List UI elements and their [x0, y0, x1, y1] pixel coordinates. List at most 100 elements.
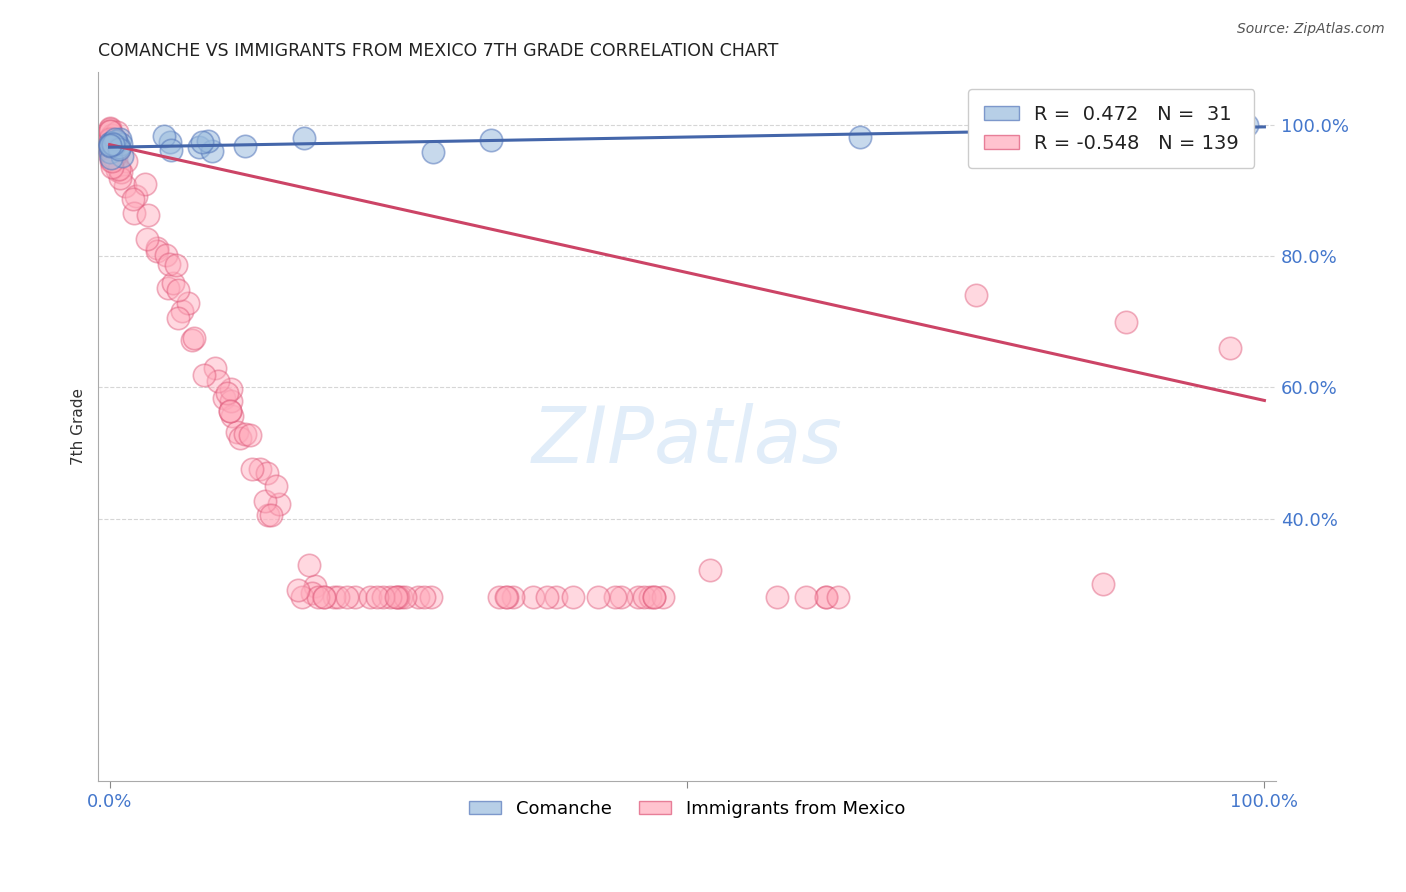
Point [292, 130, 315, 145]
Point [165, 258, 187, 272]
Point [100, 131, 122, 145]
Point [633, 591, 655, 605]
Point [100, 138, 122, 153]
Point [219, 403, 242, 417]
Point [1219, 341, 1241, 355]
Point [101, 136, 124, 151]
Point [253, 494, 276, 508]
Point [627, 591, 650, 605]
Point [101, 128, 124, 142]
Point [105, 162, 128, 177]
Point [183, 331, 205, 345]
Point [100, 154, 122, 169]
Point [110, 165, 132, 179]
Point [312, 591, 335, 605]
Point [218, 404, 240, 418]
Point [256, 508, 278, 522]
Point [101, 137, 124, 152]
Point [496, 591, 519, 605]
Point [291, 590, 314, 604]
Point [1236, 118, 1258, 132]
Point [225, 425, 247, 440]
Point [105, 125, 128, 139]
Point [219, 394, 242, 409]
Point [162, 277, 184, 291]
Point [422, 145, 444, 159]
Point [197, 134, 219, 148]
Point [312, 591, 335, 605]
Point [104, 132, 127, 146]
Point [100, 145, 122, 160]
Point [100, 151, 122, 165]
Point [188, 140, 211, 154]
Point [643, 591, 665, 605]
Point [233, 139, 256, 153]
Point [240, 462, 263, 476]
Point [122, 193, 145, 207]
Point [536, 591, 558, 605]
Point [177, 295, 200, 310]
Point [304, 579, 326, 593]
Point [101, 132, 124, 146]
Point [207, 375, 229, 389]
Point [406, 591, 429, 605]
Point [98, 136, 121, 150]
Point [1091, 577, 1114, 591]
Point [298, 558, 321, 572]
Point [153, 129, 176, 144]
Point [638, 591, 661, 605]
Point [157, 257, 180, 271]
Point [1115, 315, 1137, 329]
Point [103, 151, 125, 165]
Point [108, 171, 131, 186]
Point [104, 138, 127, 153]
Point [108, 131, 131, 145]
Point [135, 231, 157, 245]
Point [387, 591, 409, 605]
Point [264, 478, 287, 492]
Point [610, 591, 633, 605]
Point [108, 142, 131, 156]
Point [191, 135, 214, 149]
Point [157, 281, 180, 295]
Point [1045, 119, 1067, 133]
Point [98, 148, 121, 162]
Point [103, 151, 125, 165]
Point [495, 591, 517, 605]
Point [101, 136, 124, 151]
Point [221, 382, 243, 396]
Point [115, 154, 138, 169]
Point [502, 591, 524, 605]
Point [1225, 120, 1247, 134]
Point [256, 466, 278, 480]
Point [100, 132, 122, 146]
Point [204, 360, 226, 375]
Point [98, 145, 121, 159]
Point [965, 288, 987, 302]
Point [389, 591, 412, 605]
Point [586, 591, 609, 605]
Point [249, 462, 271, 476]
Point [814, 591, 837, 605]
Point [98, 124, 121, 138]
Point [479, 132, 502, 146]
Point [652, 591, 675, 605]
Point [100, 151, 122, 165]
Point [323, 591, 346, 605]
Point [103, 137, 125, 152]
Point [98, 142, 121, 156]
Point [136, 209, 159, 223]
Point [546, 591, 568, 605]
Point [217, 385, 239, 400]
Point [108, 142, 131, 156]
Point [488, 591, 510, 605]
Point [522, 591, 544, 605]
Point [343, 591, 366, 605]
Point [385, 591, 408, 605]
Point [394, 591, 416, 605]
Point [98, 131, 121, 145]
Point [98, 130, 121, 145]
Point [326, 591, 349, 605]
Point [155, 248, 177, 262]
Point [260, 508, 283, 522]
